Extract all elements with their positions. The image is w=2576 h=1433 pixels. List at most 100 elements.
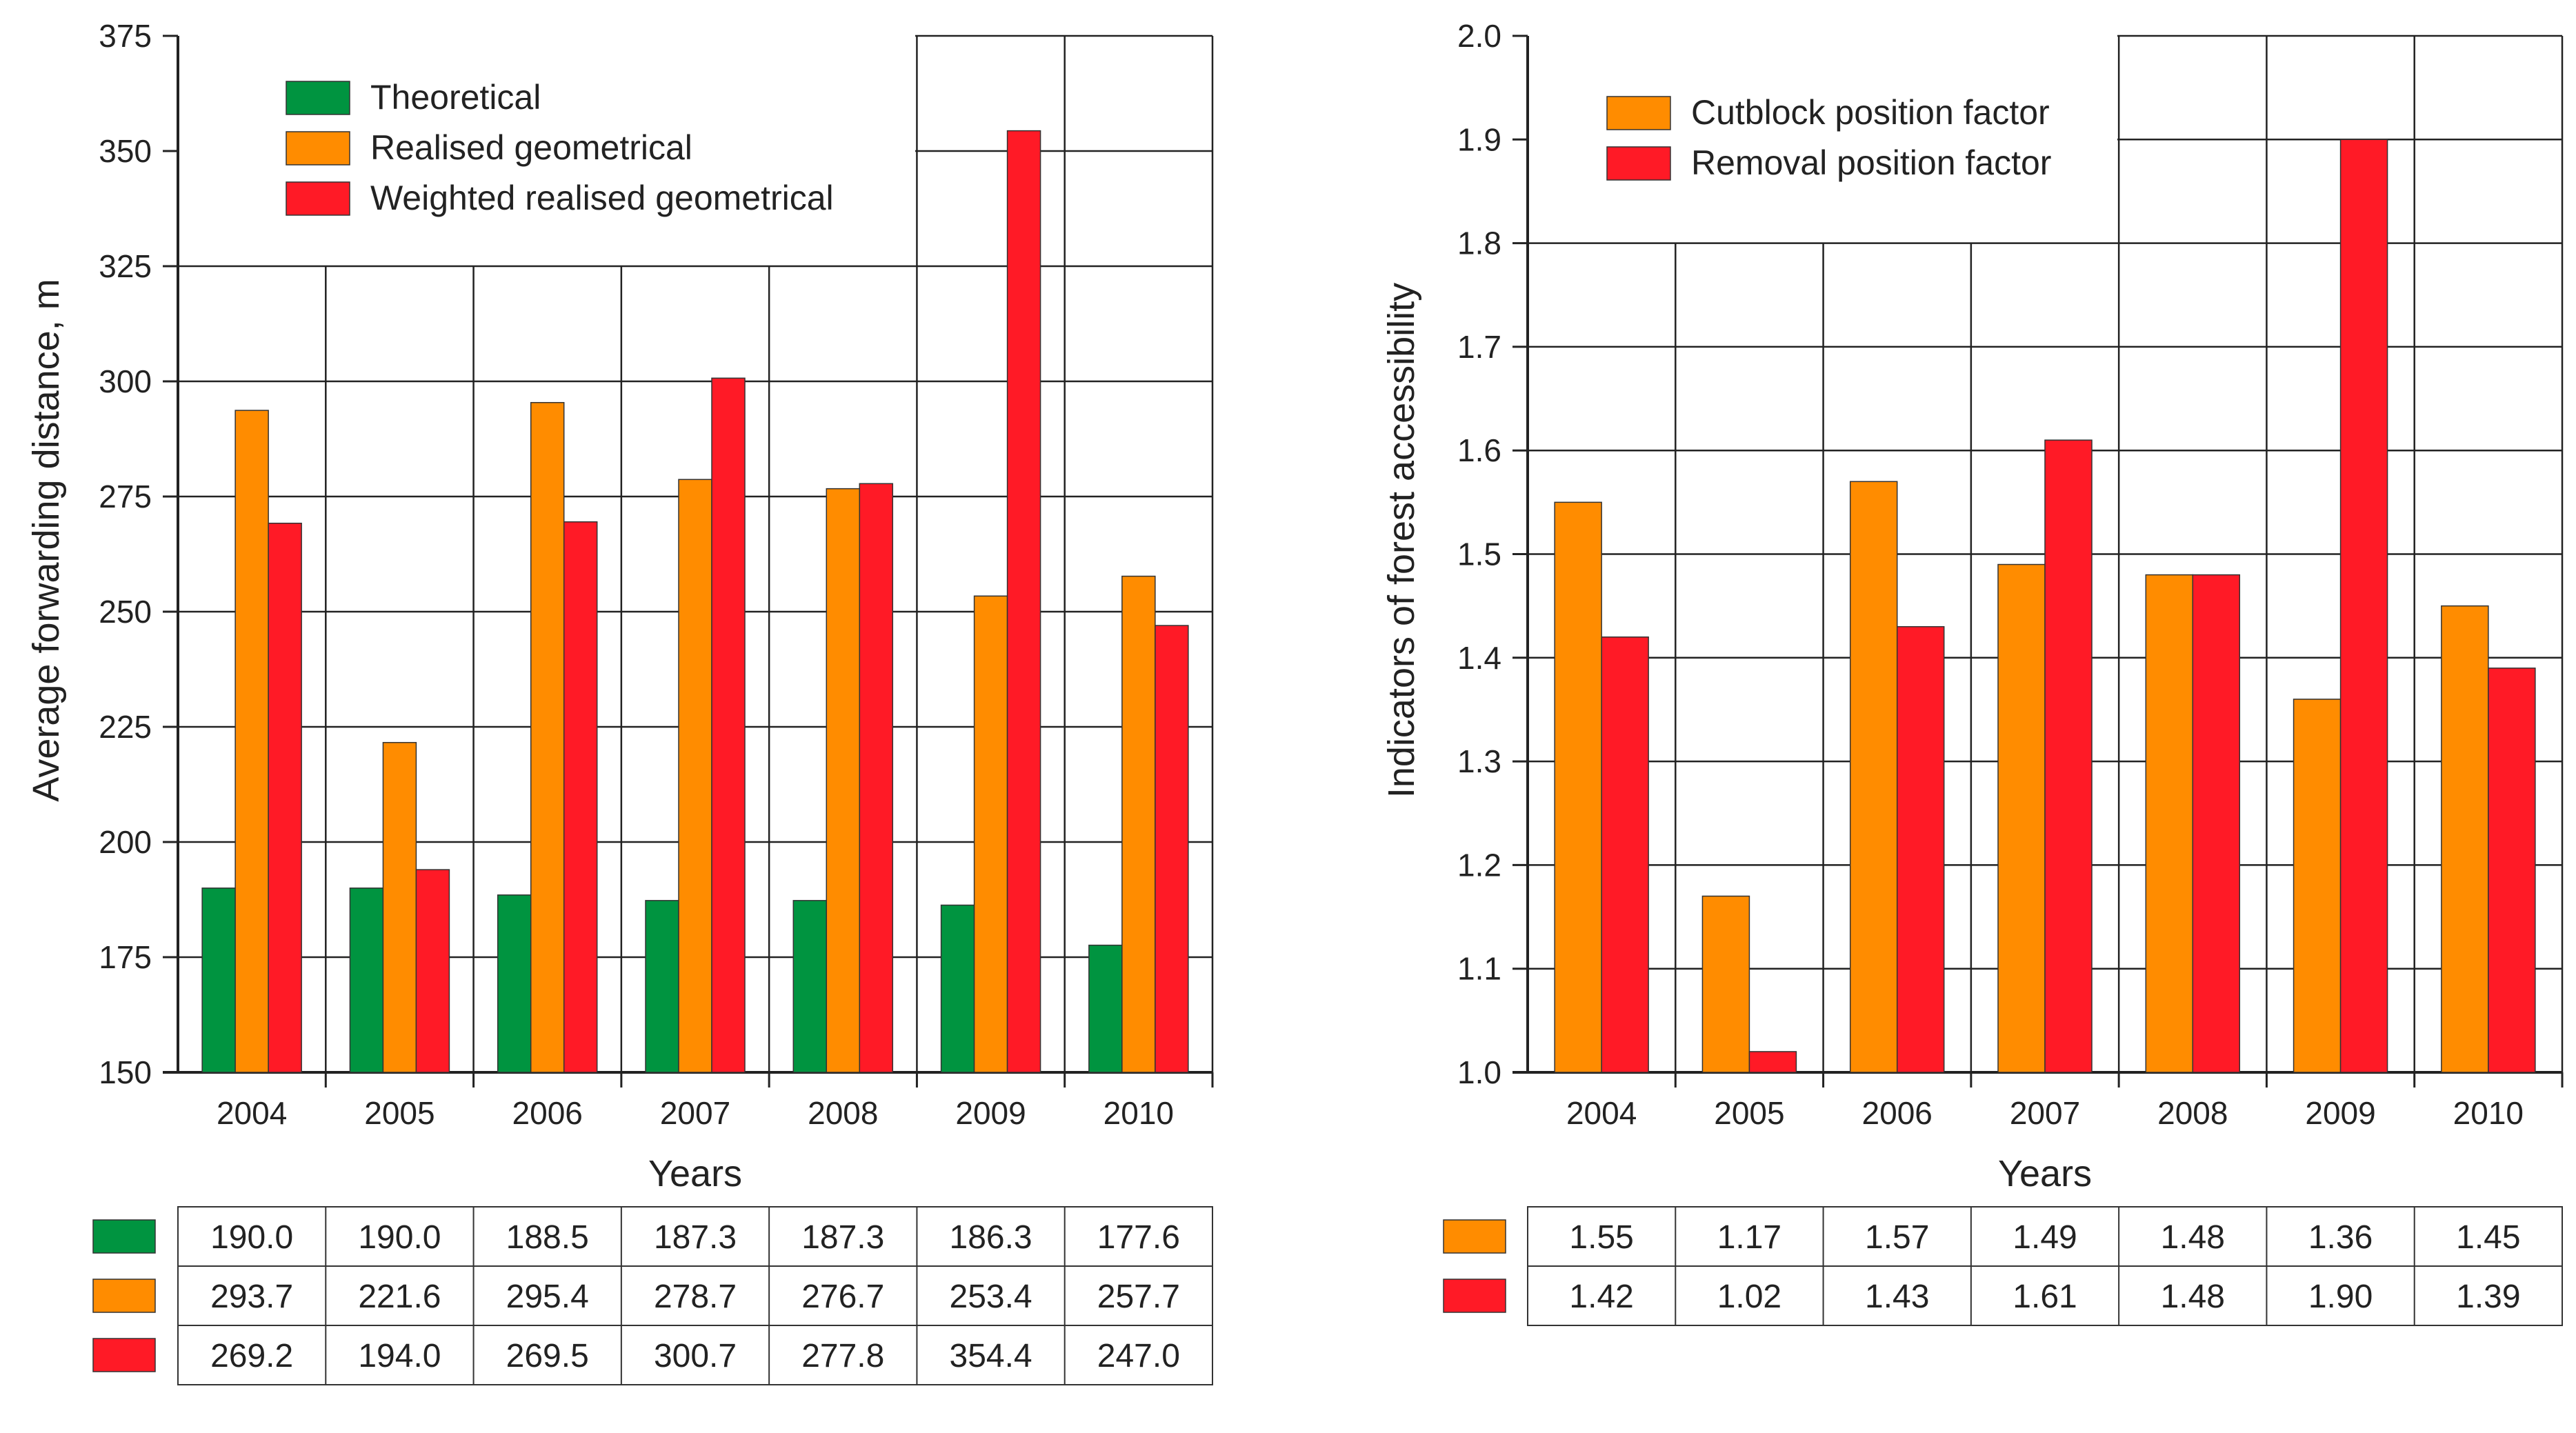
y-tick-label: 1.4 (1457, 640, 1501, 676)
bar-red-2004 (1601, 636, 1649, 1073)
x-tick-label: 2007 (2010, 1095, 2080, 1131)
y-tick-label: 200 (99, 824, 152, 860)
bar-red-2007 (711, 377, 746, 1073)
table-cell: 253.4 (950, 1279, 1032, 1315)
bar-green-2005 (349, 888, 384, 1073)
data-table: 190.0 190.0 188.5 187.3 187.3 186.3 177.6 293.7… (92, 1206, 1213, 1385)
bar-red-2005 (415, 869, 450, 1073)
x-axis-label: Years (1998, 1153, 2092, 1194)
bar-red-2006 (563, 521, 598, 1073)
table-row-swatch-red (92, 1338, 156, 1372)
bar-green-2008 (792, 900, 828, 1073)
table-cell: 186.3 (950, 1219, 1032, 1256)
table-cell: 277.8 (801, 1338, 884, 1374)
bar-orange-2004 (1554, 501, 1602, 1073)
x-tick-label: 2006 (1862, 1095, 1933, 1131)
bar-orange-2004 (234, 410, 269, 1073)
bar-green-2006 (497, 894, 532, 1073)
legend-swatch-orange (1606, 96, 1671, 130)
table-cell: 269.2 (210, 1338, 293, 1374)
table-row-swatch-red (1443, 1279, 1506, 1313)
legend-label: Realised geometrical (370, 128, 692, 167)
y-tick-label: 1.8 (1457, 226, 1501, 261)
y-tick-label: 1.0 (1457, 1054, 1501, 1090)
table-border (177, 1206, 1213, 1385)
table-cell: 1.48 (2161, 1279, 2225, 1315)
table-cell: 257.7 (1097, 1279, 1180, 1315)
legend-swatch-green (286, 81, 350, 115)
table-cell: 354.4 (950, 1338, 1032, 1374)
bar-green-2010 (1088, 944, 1123, 1073)
legend-label: Weighted realised geometrical (370, 179, 834, 217)
x-tick-label: 2010 (2453, 1095, 2524, 1131)
y-tick-label: 1.7 (1457, 329, 1501, 365)
bar-red-2009 (1006, 130, 1041, 1073)
bar-orange-2009 (2293, 699, 2342, 1073)
x-tick-label: 2004 (217, 1095, 287, 1131)
table-cell: 278.7 (654, 1279, 737, 1315)
x-tick-label: 2006 (512, 1095, 583, 1131)
table-cell: 187.3 (654, 1219, 737, 1256)
y-tick-label: 1.2 (1457, 847, 1501, 883)
table-cell: 221.6 (358, 1279, 441, 1315)
table-cell: 1.36 (2308, 1219, 2373, 1256)
y-tick-label: 325 (99, 248, 152, 284)
bar-red-2006 (1896, 625, 1945, 1073)
legend-swatch-orange (286, 131, 350, 166)
chart-2: 1.0 1.1 1.2 1.3 1.4 1.5 1.6 1.7 1.8 1.9 2.0 2004 200… (1381, 18, 2564, 1326)
table-cell: 1.57 (1865, 1219, 1929, 1256)
x-tick-label: 2009 (2305, 1095, 2375, 1131)
x-tick-label: 2005 (364, 1095, 435, 1131)
bar-green-2009 (940, 904, 975, 1073)
table-cell: 194.0 (358, 1338, 441, 1374)
bar-orange-2010 (2441, 605, 2489, 1073)
y-tick-label: 275 (99, 479, 152, 514)
y-tick-label: 300 (99, 363, 152, 399)
legend-swatch-red (286, 181, 350, 216)
table-cell: 293.7 (210, 1279, 293, 1315)
bar-green-2004 (201, 888, 236, 1073)
table-cell: 187.3 (801, 1219, 884, 1256)
table-cell: 1.61 (2013, 1279, 2077, 1315)
y-tick-label: 2.0 (1457, 18, 1501, 54)
table-cell: 190.0 (358, 1219, 441, 1256)
y-axis-label: Average forwarding distance, m (26, 279, 67, 801)
table-cell: 1.55 (1569, 1219, 1633, 1256)
y-tick-label: 1.9 (1457, 121, 1501, 157)
table-cell: 269.5 (506, 1338, 589, 1374)
y-tick-label: 225 (99, 709, 152, 745)
table-cell: 1.02 (1717, 1279, 1781, 1315)
bar-red-2005 (1748, 1051, 1797, 1073)
bar-orange-2008 (826, 488, 861, 1073)
table-row-swatch-green (92, 1219, 156, 1254)
bar-orange-2007 (1997, 563, 2046, 1073)
bar-red-2009 (2339, 139, 2388, 1073)
table-cell: 190.0 (210, 1219, 293, 1256)
table-cell: 177.6 (1097, 1219, 1180, 1256)
x-tick-label: 2008 (2157, 1095, 2228, 1131)
y-tick-label: 1.6 (1457, 432, 1501, 468)
legend-label: Theoretical (370, 78, 541, 117)
bar-red-2008 (2192, 574, 2241, 1073)
y-tick-label: 1.5 (1457, 537, 1501, 572)
bar-red-2004 (268, 522, 302, 1073)
table-cell: 1.39 (2456, 1279, 2520, 1315)
y-tick-label: 375 (99, 18, 152, 54)
legend-label: Cutblock position factor (1691, 93, 2050, 132)
bar-orange-2006 (1849, 481, 1898, 1073)
y-tick-label: 350 (99, 133, 152, 169)
x-tick-label: 2010 (1104, 1095, 1174, 1131)
table-cell: 188.5 (506, 1219, 589, 1256)
bar-orange-2009 (973, 595, 1008, 1073)
table-cell: 300.7 (654, 1338, 737, 1374)
bar-orange-2005 (382, 741, 417, 1073)
bar-red-2010 (1155, 625, 1189, 1073)
data-table: 1.55 1.17 1.57 1.49 1.48 1.36 1.45 1.42 1.02 1.43… (1443, 1206, 2563, 1326)
chart-1: 150 175 200 225 250 275 300 325 350 375 2004 2005 20… (26, 18, 1214, 1385)
table-cell: 1.48 (2161, 1219, 2225, 1256)
y-tick-label: 250 (99, 594, 152, 630)
table-cell: 247.0 (1097, 1338, 1180, 1374)
x-tick-label: 2008 (808, 1095, 878, 1131)
x-tick-label: 2007 (660, 1095, 730, 1131)
